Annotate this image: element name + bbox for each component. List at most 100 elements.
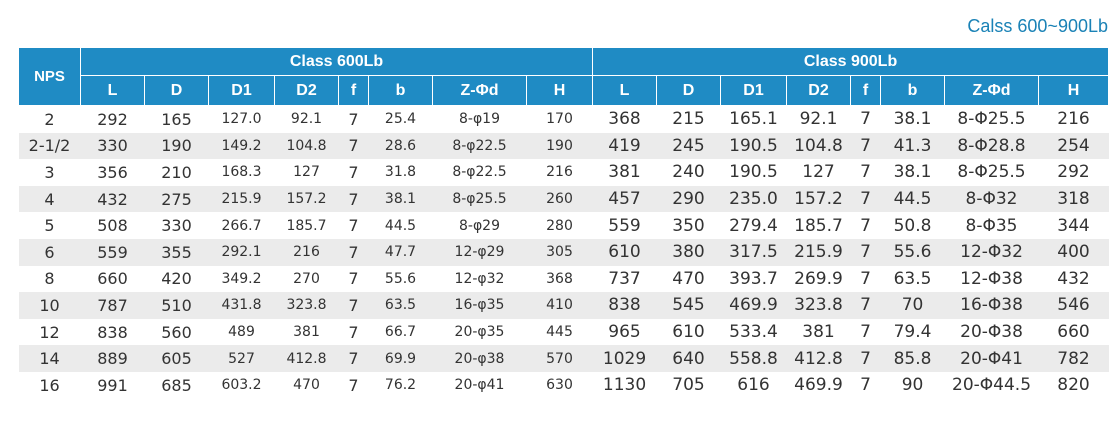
table-cell: 8-φ19 xyxy=(432,105,527,133)
table-cell: 381 xyxy=(274,318,339,346)
col-header-900-5: b xyxy=(880,75,946,106)
table-cell: 640 xyxy=(656,345,721,372)
table-cell: 157.2 xyxy=(274,185,339,213)
table-cell: 216 xyxy=(526,159,593,186)
table-cell: 432 xyxy=(80,185,145,213)
table-cell: 7 xyxy=(850,159,881,186)
table-cell: 787 xyxy=(80,292,145,319)
table-cell: 7 xyxy=(850,185,881,213)
table-cell: 533.4 xyxy=(720,318,787,346)
table-cell: 190 xyxy=(144,132,209,160)
table-cell: 603.2 xyxy=(208,371,275,399)
table-cell: 368 xyxy=(592,105,657,133)
col-header-900-3: D2 xyxy=(786,75,852,106)
table-cell: 381 xyxy=(786,318,851,346)
table-cell: 127 xyxy=(274,159,339,186)
table-cell: 170 xyxy=(526,105,593,133)
table-cell: 412.8 xyxy=(786,345,851,372)
table-cell: 419 xyxy=(592,132,657,160)
table-row: 10 787 510 431.8 323.8 7 63.5 16-φ35 410 838 545 46… xyxy=(18,292,1109,319)
table-cell: 685 xyxy=(144,371,209,399)
table-cell: 616 xyxy=(720,371,787,399)
table-cell: 305 xyxy=(526,238,593,266)
table-cell: 215 xyxy=(656,105,721,133)
table-cell: 63.5 xyxy=(368,292,433,319)
table-cell: 20-Φ44.5 xyxy=(944,371,1039,399)
table-cell: 323.8 xyxy=(786,292,851,319)
table-cell: 20-φ35 xyxy=(432,318,527,346)
table-cell: 8-φ22.5 xyxy=(432,132,527,160)
table-cell: 991 xyxy=(80,371,145,399)
table-cell: 8-Φ28.8 xyxy=(944,132,1039,160)
table-cell: 380 xyxy=(656,238,721,266)
table-cell: 25.4 xyxy=(368,105,433,133)
table-cell: 92.1 xyxy=(274,105,339,133)
nps-cell: 6 xyxy=(18,238,81,266)
table-cell: 660 xyxy=(1038,318,1109,346)
table-cell: 210 xyxy=(144,159,209,186)
table-cell: 270 xyxy=(274,265,339,293)
table-cell: 317.5 xyxy=(720,238,787,266)
table-cell: 50.8 xyxy=(880,212,945,239)
table-cell: 55.6 xyxy=(880,238,945,266)
col-header-600-6: Z-Φd xyxy=(432,75,527,106)
table-cell: 8-Φ32 xyxy=(944,185,1039,213)
table-row: 2-1/2 330 190 149.2 104.8 7 28.6 8-φ22.5 190 419 2… xyxy=(18,132,1109,160)
table-cell: 269.9 xyxy=(786,265,851,293)
table-cell: 8-Φ35 xyxy=(944,212,1039,239)
table-cell: 1130 xyxy=(592,371,657,399)
table-cell: 610 xyxy=(592,238,657,266)
table-cell: 127.0 xyxy=(208,105,275,133)
table-cell: 7 xyxy=(850,238,881,266)
table-row: 8 660 420 349.2 270 7 55.6 12-φ32 368 737 470 393.7… xyxy=(18,265,1109,293)
table-body: 2 292 165 127.0 92.1 7 25.4 8-φ19 170 368 215 165.1… xyxy=(18,105,1109,399)
table-cell: 190.5 xyxy=(720,132,787,160)
table-cell: 782 xyxy=(1038,345,1109,372)
table-cell: 7 xyxy=(850,265,881,293)
table-cell: 190 xyxy=(526,132,593,160)
table-cell: 7 xyxy=(850,292,881,319)
table-cell: 266.7 xyxy=(208,212,275,239)
table-cell: 12-φ32 xyxy=(432,265,527,293)
table-cell: 630 xyxy=(526,371,593,399)
table-cell: 7 xyxy=(850,105,881,133)
table-row: 14 889 605 527 412.8 7 69.9 20-φ38 570 1029 640 558… xyxy=(18,345,1109,372)
flange-dimension-table: NPS Class 600Lb Class 900Lb L D D1 D2 f b Z-Φd… xyxy=(18,47,1110,399)
table-cell: 7 xyxy=(338,105,369,133)
table-cell: 737 xyxy=(592,265,657,293)
col-header-900-1: D xyxy=(656,75,722,106)
table-cell: 7 xyxy=(338,318,369,346)
table-cell: 47.7 xyxy=(368,238,433,266)
table-cell: 8-Φ25.5 xyxy=(944,105,1039,133)
col-header-600-1: D xyxy=(144,75,209,106)
table-cell: 7 xyxy=(338,238,369,266)
table-cell: 20-Φ38 xyxy=(944,318,1039,346)
nps-cell: 10 xyxy=(18,292,81,319)
table-cell: 16-φ35 xyxy=(432,292,527,319)
table-cell: 215.9 xyxy=(208,185,275,213)
nps-cell: 5 xyxy=(18,212,81,239)
table-cell: 545 xyxy=(656,292,721,319)
table-cell: 7 xyxy=(338,212,369,239)
table-cell: 165.1 xyxy=(720,105,787,133)
table-cell: 38.1 xyxy=(880,159,945,186)
table-row: 2 292 165 127.0 92.1 7 25.4 8-φ19 170 368 215 165.1… xyxy=(18,105,1109,133)
table-cell: 63.5 xyxy=(880,265,945,293)
table-cell: 469.9 xyxy=(720,292,787,319)
table-cell: 420 xyxy=(144,265,209,293)
table-cell: 8-φ29 xyxy=(432,212,527,239)
table-cell: 489 xyxy=(208,318,275,346)
table-cell: 245 xyxy=(656,132,721,160)
col-header-600-0: L xyxy=(80,75,145,106)
table-cell: 705 xyxy=(656,371,721,399)
table-cell: 44.5 xyxy=(880,185,945,213)
table-cell: 558.8 xyxy=(720,345,787,372)
table-cell: 889 xyxy=(80,345,145,372)
table-cell: 457 xyxy=(592,185,657,213)
class-900-header: Class 900Lb xyxy=(592,47,1110,76)
table-cell: 7 xyxy=(338,265,369,293)
table-cell: 69.9 xyxy=(368,345,433,372)
table-cell: 400 xyxy=(1038,238,1109,266)
nps-cell: 8 xyxy=(18,265,81,293)
table-cell: 235.0 xyxy=(720,185,787,213)
